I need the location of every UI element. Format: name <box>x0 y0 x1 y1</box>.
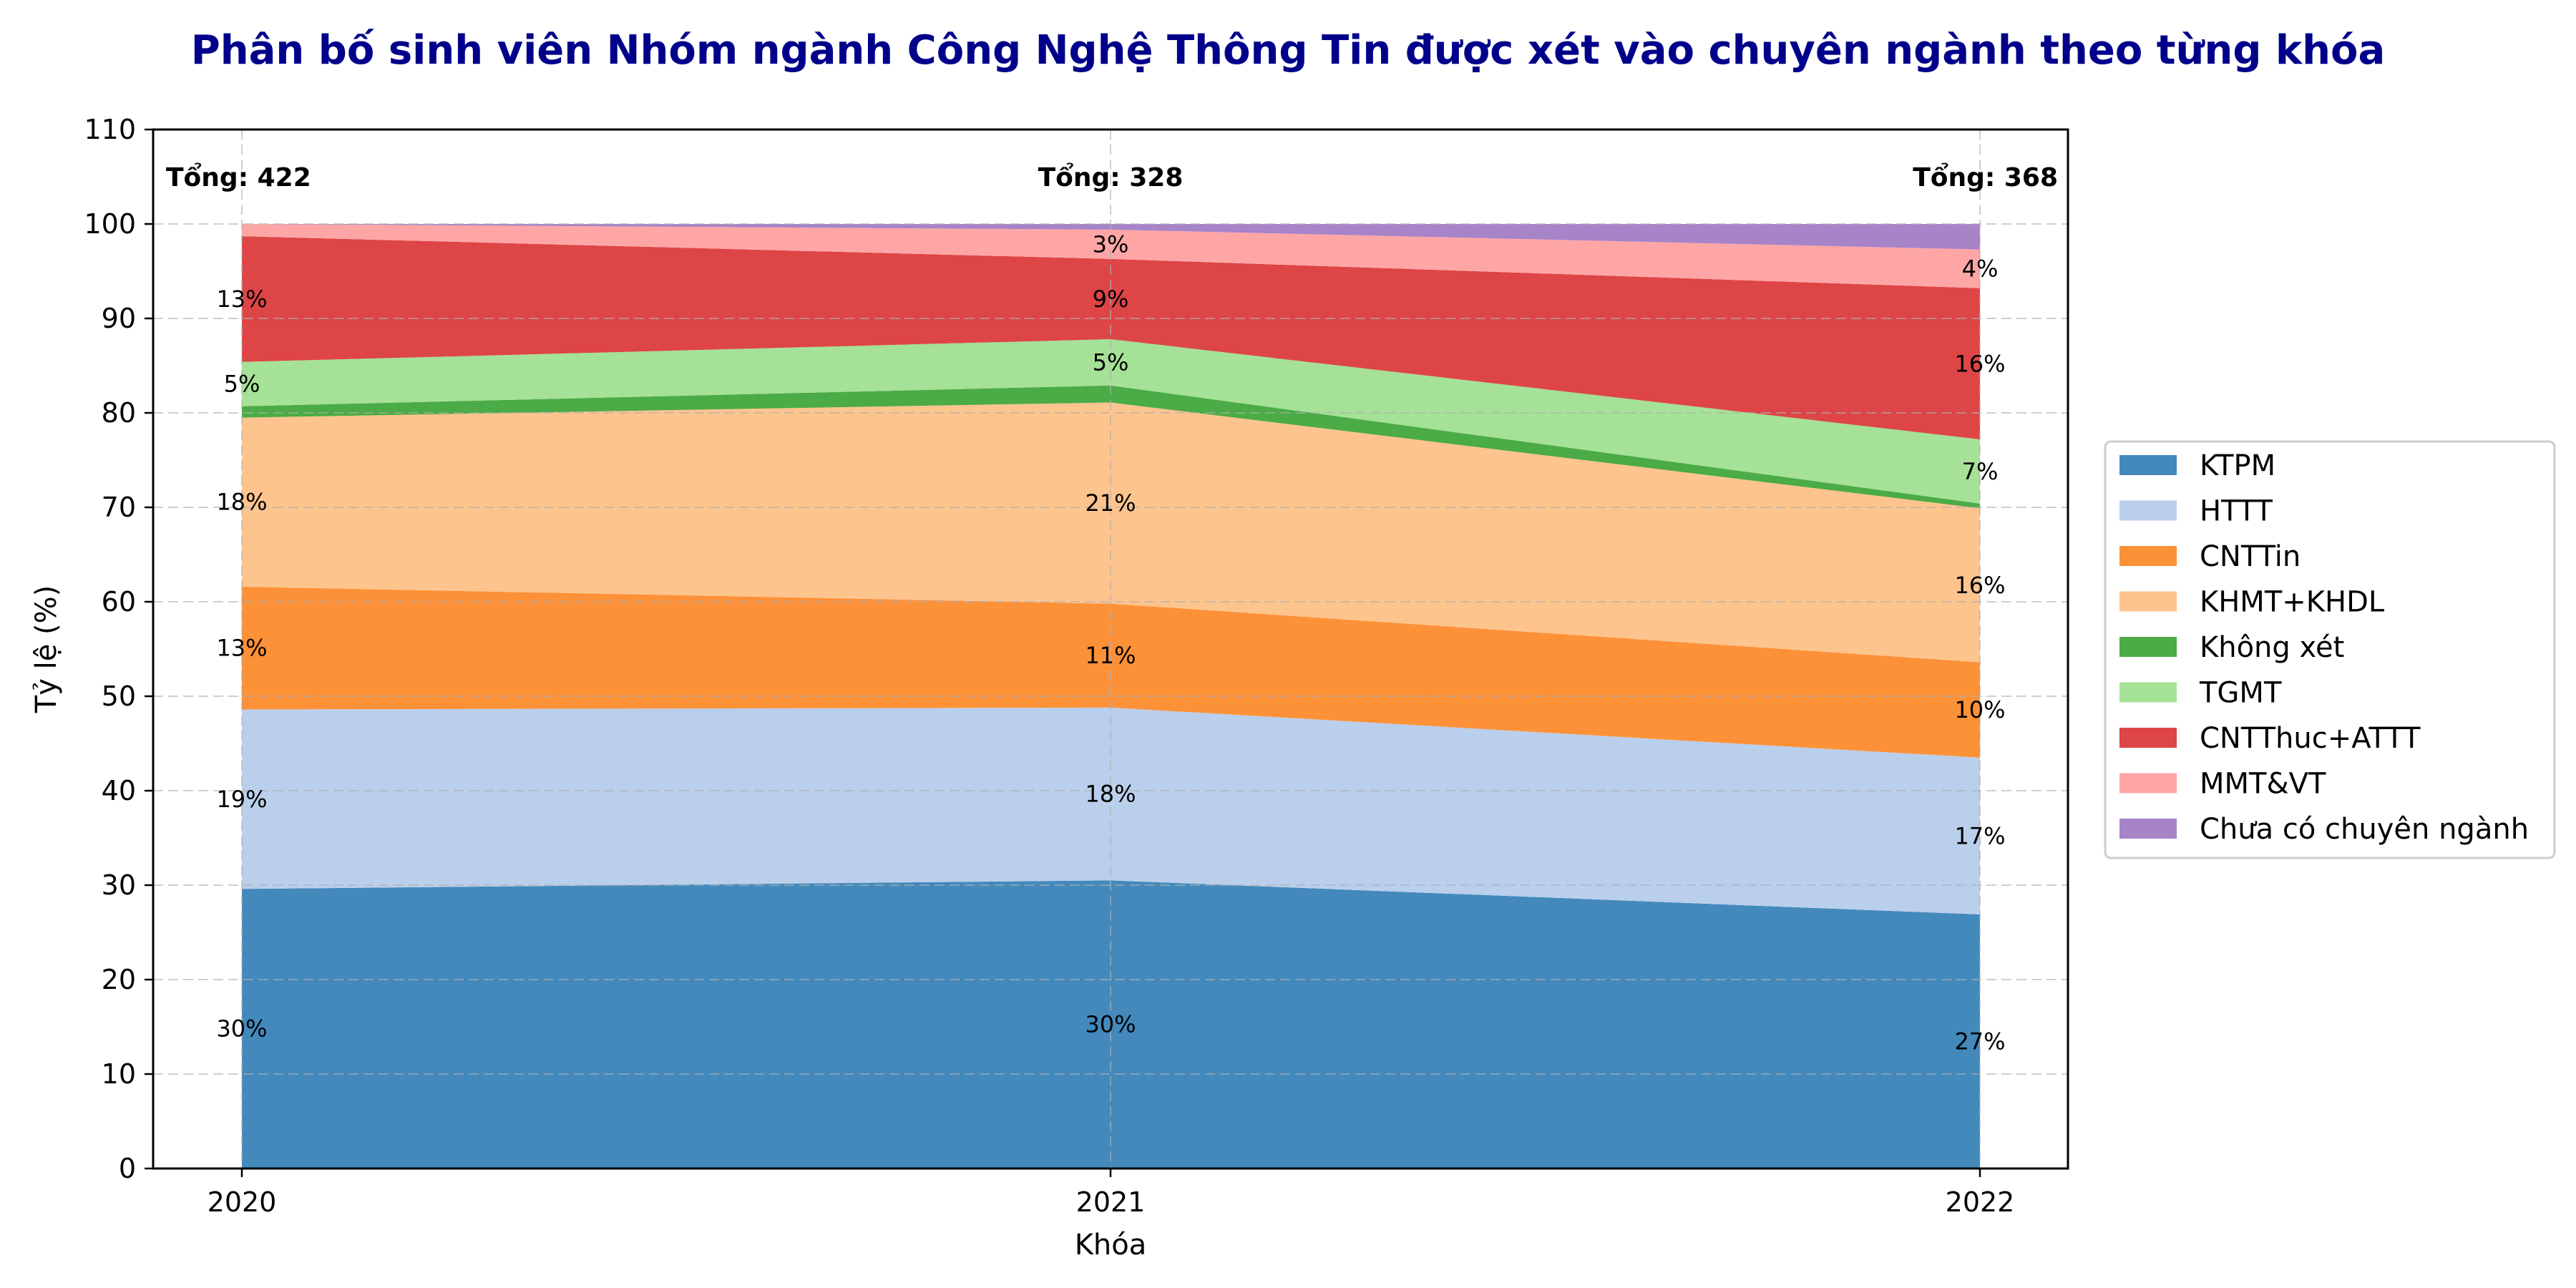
y-tick-label-80: 80 <box>102 397 136 429</box>
total-labels: Tổng: 422 Tổng: 328 Tổng: 368 <box>166 162 2058 192</box>
y-tick-label-0: 0 <box>119 1153 136 1184</box>
y-tick-label-90: 90 <box>102 303 136 334</box>
data-label-httt-2021: 18% <box>1085 781 1136 808</box>
area-chua-co-chuyen-nganh <box>242 224 1980 250</box>
legend-label-cnttin: CNTTin <box>2200 540 2301 573</box>
data-label-khmt-khdl-2022: 16% <box>1954 572 2005 599</box>
legend-swatch-cnttin <box>2119 546 2177 566</box>
legend-items: KTPM HTTT CNTTin KHMT+KHDL Không xét TGMT CNTT… <box>2119 449 2529 846</box>
data-label-cntthuc-attt-2020: 13% <box>216 286 267 313</box>
data-label-ktpm-2022: 27% <box>1954 1028 2005 1055</box>
percentage-labels: 30% 30% 27% 19% 18% 17% 13% 11% 10% 18% 21% 16% 5% 5%… <box>216 230 2005 1055</box>
data-label-tgmt-2021: 5% <box>1093 348 1129 376</box>
data-label-httt-2020: 19% <box>216 786 267 813</box>
area-cntthuc-attt <box>242 236 1980 439</box>
total-label-2020: Tổng: 422 <box>166 162 311 192</box>
data-label-tgmt-2022: 7% <box>1962 458 1999 485</box>
data-label-cntthuc-attt-2021: 9% <box>1093 286 1129 313</box>
total-label-2022: Tổng: 368 <box>1913 162 2058 192</box>
legend-label-khong-xet: Không xét <box>2200 631 2344 664</box>
data-label-cntthuc-attt-2022: 16% <box>1954 350 2005 377</box>
y-tick-label-10: 10 <box>102 1058 136 1090</box>
data-label-mmt-vt-2022: 4% <box>1962 255 1999 283</box>
y-tick-label-100: 100 <box>84 208 136 240</box>
data-label-ktpm-2021: 30% <box>1085 1011 1136 1038</box>
legend-swatch-chua-co-chuyen-nganh <box>2119 819 2177 839</box>
data-label-cnttin-2022: 10% <box>1954 696 2005 723</box>
legend-label-tgmt: TGMT <box>2199 677 2282 710</box>
data-label-cnttin-2020: 13% <box>216 635 267 662</box>
data-label-httt-2022: 17% <box>1954 822 2005 849</box>
data-label-mmt-vt-2021: 3% <box>1093 230 1129 258</box>
y-tick-label-50: 50 <box>102 680 136 712</box>
y-tick-label-30: 30 <box>102 869 136 901</box>
legend-swatch-cntthuc-attt <box>2119 728 2177 748</box>
area-tgmt <box>242 339 1980 504</box>
area-khmt-khdl <box>242 402 1980 663</box>
legend-label-ktpm: KTPM <box>2200 449 2275 482</box>
x-tick-label-2021: 2021 <box>1076 1186 1146 1218</box>
x-tick-label-2022: 2022 <box>1946 1186 2015 1218</box>
legend: KTPM HTTT CNTTin KHMT+KHDL Không xét TGMT CNTT… <box>2104 440 2556 859</box>
legend-frame <box>2104 440 2556 859</box>
x-axis-label: Khóa <box>1075 1229 1147 1262</box>
legend-swatch-httt <box>2119 500 2177 521</box>
data-label-tgmt-2020: 5% <box>224 371 260 398</box>
legend-swatch-mmt-vt <box>2119 773 2177 794</box>
y-axis-label: Tỷ lệ (%) <box>30 585 63 713</box>
legend-swatch-tgmt <box>2119 682 2177 703</box>
legend-label-httt: HTTT <box>2200 495 2273 528</box>
legend-label-chua-co-chuyen-nganh: Chưa có chuyên ngành <box>2200 813 2529 846</box>
x-tick-label-2020: 2020 <box>208 1186 277 1218</box>
legend-swatch-ktpm <box>2119 455 2177 475</box>
y-tick-label-110: 110 <box>84 114 136 145</box>
data-label-ktpm-2020: 30% <box>216 1015 267 1043</box>
chart-title: Phân bố sinh viên Nhóm ngành Công Nghệ T… <box>190 27 2386 74</box>
y-tick-label-20: 20 <box>102 964 136 995</box>
axis-ticks: 0 10 20 30 40 50 60 70 80 90 100 110 2020 2021 2022 <box>84 114 2014 1218</box>
data-label-cnttin-2021: 11% <box>1085 642 1136 669</box>
y-tick-label-40: 40 <box>102 775 136 806</box>
total-label-2021: Tổng: 328 <box>1038 162 1184 192</box>
legend-swatch-khong-xet <box>2119 637 2177 657</box>
legend-label-mmt-vt: MMT&VT <box>2200 768 2326 801</box>
y-tick-label-70: 70 <box>102 492 136 523</box>
y-tick-label-60: 60 <box>102 586 136 618</box>
legend-label-cntthuc-attt: CNTThuc+ATTT <box>2200 722 2421 755</box>
data-label-khmt-khdl-2020: 18% <box>216 489 267 516</box>
data-label-khmt-khdl-2021: 21% <box>1085 489 1136 517</box>
legend-swatch-khmt-khdl <box>2119 591 2177 612</box>
legend-label-khmt-khdl: KHMT+KHDL <box>2200 586 2385 619</box>
